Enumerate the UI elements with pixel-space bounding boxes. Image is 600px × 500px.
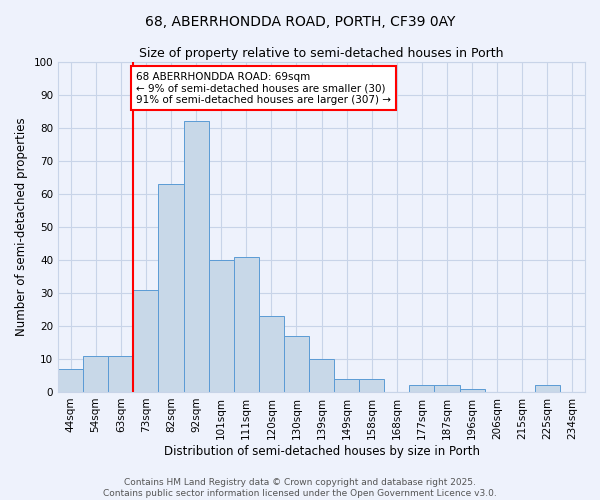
Bar <box>83 356 108 392</box>
Y-axis label: Number of semi-detached properties: Number of semi-detached properties <box>15 118 28 336</box>
Bar <box>133 290 158 392</box>
Text: Contains HM Land Registry data © Crown copyright and database right 2025.
Contai: Contains HM Land Registry data © Crown c… <box>103 478 497 498</box>
Bar <box>58 369 83 392</box>
Bar <box>409 386 434 392</box>
Bar <box>309 359 334 392</box>
Text: 68, ABERRHONDDA ROAD, PORTH, CF39 0AY: 68, ABERRHONDDA ROAD, PORTH, CF39 0AY <box>145 15 455 29</box>
Title: Size of property relative to semi-detached houses in Porth: Size of property relative to semi-detach… <box>139 48 504 60</box>
Bar <box>535 386 560 392</box>
Bar <box>233 256 259 392</box>
X-axis label: Distribution of semi-detached houses by size in Porth: Distribution of semi-detached houses by … <box>164 444 479 458</box>
Bar <box>284 336 309 392</box>
Bar <box>184 121 209 392</box>
Bar <box>359 378 384 392</box>
Bar <box>259 316 284 392</box>
Bar <box>108 356 133 392</box>
Bar <box>334 378 359 392</box>
Bar <box>209 260 233 392</box>
Bar <box>434 386 460 392</box>
Bar <box>460 388 485 392</box>
Text: 68 ABERRHONDDA ROAD: 69sqm
← 9% of semi-detached houses are smaller (30)
91% of : 68 ABERRHONDDA ROAD: 69sqm ← 9% of semi-… <box>136 72 391 105</box>
Bar <box>158 184 184 392</box>
